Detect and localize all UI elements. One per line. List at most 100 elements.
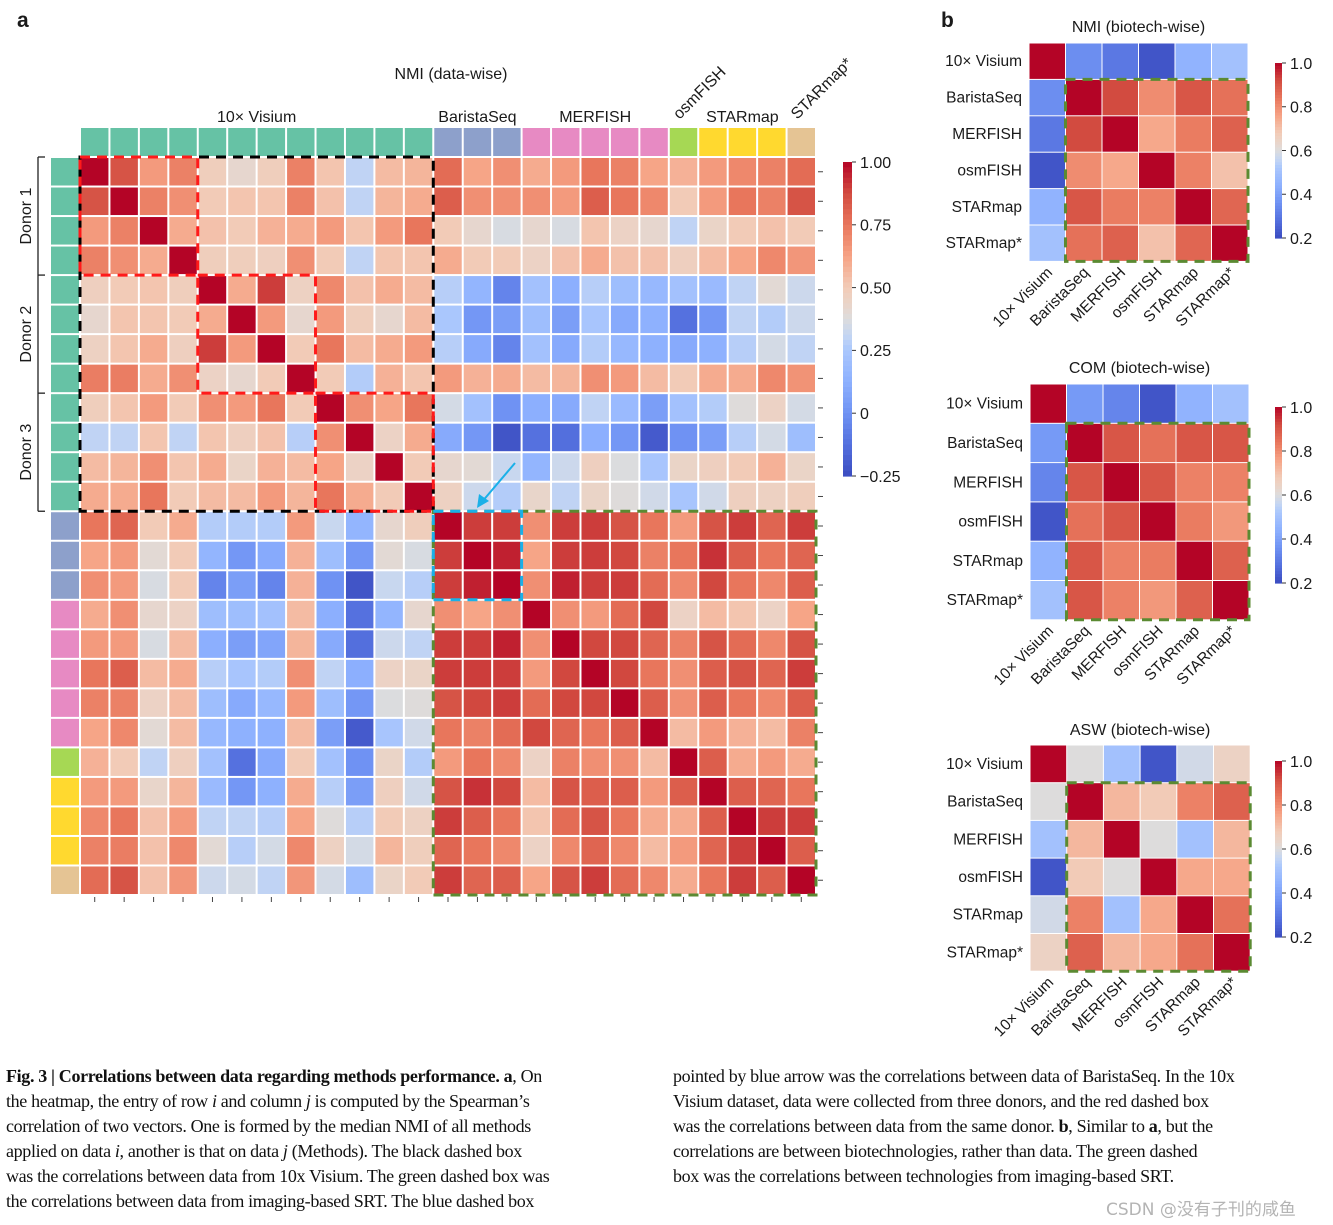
column-group-annotation: [610, 128, 639, 156]
heatmap-cell: [316, 571, 344, 599]
heatmap-cell: [1103, 423, 1139, 463]
heatmap-cell: [522, 600, 551, 629]
heatmap-cell: [758, 394, 786, 422]
heatmap-cell: [463, 394, 492, 422]
heatmap-cell: [287, 718, 315, 747]
heatmap-cell: [640, 541, 668, 570]
heatmap-cell: [1140, 423, 1176, 463]
heatmap-cell: [581, 335, 609, 363]
heatmap-cell: [139, 718, 168, 747]
heatmap-cell: [493, 423, 521, 452]
heatmap-cell: [640, 364, 668, 393]
row-group-annotation: [51, 748, 79, 776]
colorbar-segment: [843, 444, 852, 451]
caption-text: Visium dataset, data were collected from…: [673, 1091, 1209, 1111]
heatmap-cell: [669, 158, 698, 186]
heatmap-cell: [787, 453, 815, 481]
colorbar-segment: [1275, 837, 1282, 841]
colorbar-segment: [843, 188, 852, 194]
heatmap-cell: [522, 423, 551, 452]
colorbar-segment: [1275, 790, 1282, 794]
caption-text: b: [1058, 1116, 1069, 1136]
colorbar-segment: [843, 292, 852, 299]
heatmap-cell: [787, 482, 815, 511]
heatmap-cell: [1139, 189, 1175, 225]
colorbar-segment: [1275, 863, 1282, 868]
heatmap-cell: [434, 276, 462, 304]
heatmap-cell: [198, 541, 227, 570]
heatmap-cell: [522, 630, 551, 658]
heatmap-cell: [434, 630, 462, 658]
caption-text: a: [1148, 1116, 1158, 1136]
heatmap-cell: [1067, 423, 1103, 463]
colorbar-segment: [843, 355, 852, 362]
colorbar-segment: [1275, 188, 1282, 192]
heatmap-cell: [699, 718, 727, 747]
heatmap-cell: [434, 217, 462, 245]
colorbar-segment: [1275, 150, 1282, 155]
caption-line: the correlations between data from imagi…: [6, 1189, 549, 1214]
colorbar-segment: [1275, 489, 1282, 493]
colorbar-segment: [1275, 931, 1282, 935]
heatmap-cell: [139, 512, 168, 540]
caption-text: the heatmap, the entry of row: [6, 1091, 212, 1111]
heatmap-cell: [81, 453, 109, 481]
heatmap-cell: [552, 718, 580, 747]
colorbar-segment: [843, 371, 852, 378]
heatmap-cell: [1103, 896, 1140, 933]
heatmap-cell: [198, 512, 227, 540]
heatmap-cell: [610, 453, 639, 481]
heatmap-cell: [552, 335, 580, 363]
colorbar-segment: [843, 360, 852, 367]
heatmap-cell: [375, 600, 403, 629]
row-group-annotation: [51, 276, 79, 304]
heatmap-cell: [1030, 384, 1066, 423]
heatmap-cell: [198, 807, 227, 835]
heatmap-cell: [1139, 43, 1175, 79]
heatmap-cell: [345, 158, 374, 186]
imaging-srt-box: [1065, 421, 1251, 622]
heatmap-cell: [228, 600, 256, 629]
heatmap-cell: [316, 453, 344, 481]
heatmap-cell: [139, 217, 168, 245]
colorbar-segment: [1275, 185, 1282, 190]
heatmap-cell: [1175, 189, 1211, 225]
colorbar-segment: [1275, 453, 1282, 458]
heatmap-cell: [669, 541, 698, 570]
heatmap-cell: [552, 512, 580, 540]
heatmap-cell: [316, 718, 344, 747]
heatmap-cell: [404, 364, 433, 393]
heatmap-cell: [640, 836, 668, 865]
heatmap-cell: [1139, 225, 1175, 261]
heatmap-cell: [198, 836, 227, 865]
heatmap-cell: [493, 512, 521, 540]
colorbar-segment: [1275, 74, 1282, 79]
heatmap-cell: [522, 364, 551, 393]
heatmap-cell: [581, 364, 609, 393]
column-group-annotation: [699, 128, 727, 156]
column-group-annotation: [758, 128, 786, 156]
heatmap-cell: [257, 748, 286, 776]
colorbar-segment: [1275, 214, 1282, 219]
caption-text: , but the: [1157, 1116, 1213, 1136]
heatmap-cell: [669, 600, 698, 629]
heatmap-cell: [610, 512, 639, 540]
colorbar-segment: [843, 407, 852, 414]
colorbar-segment: [1275, 220, 1282, 225]
column-group-annotation: [139, 128, 168, 156]
heatmap-cell: [198, 866, 227, 894]
heatmap-cell: [110, 777, 138, 806]
heatmap-cell: [522, 482, 551, 511]
heatmap-cell: [522, 866, 551, 894]
heatmap-cell: [581, 453, 609, 481]
colorbar-segment: [1275, 784, 1282, 788]
heatmap-cell: [228, 217, 256, 245]
heatmap-cell: [375, 364, 403, 393]
colorbar-segment: [843, 439, 852, 446]
heatmap-cell: [493, 394, 521, 422]
heatmap-cell: [640, 777, 668, 806]
heatmap-cell: [640, 512, 668, 540]
heatmap-cell: [1177, 858, 1213, 896]
heatmap-cell: [787, 571, 815, 599]
heatmap-cell: [699, 541, 727, 570]
